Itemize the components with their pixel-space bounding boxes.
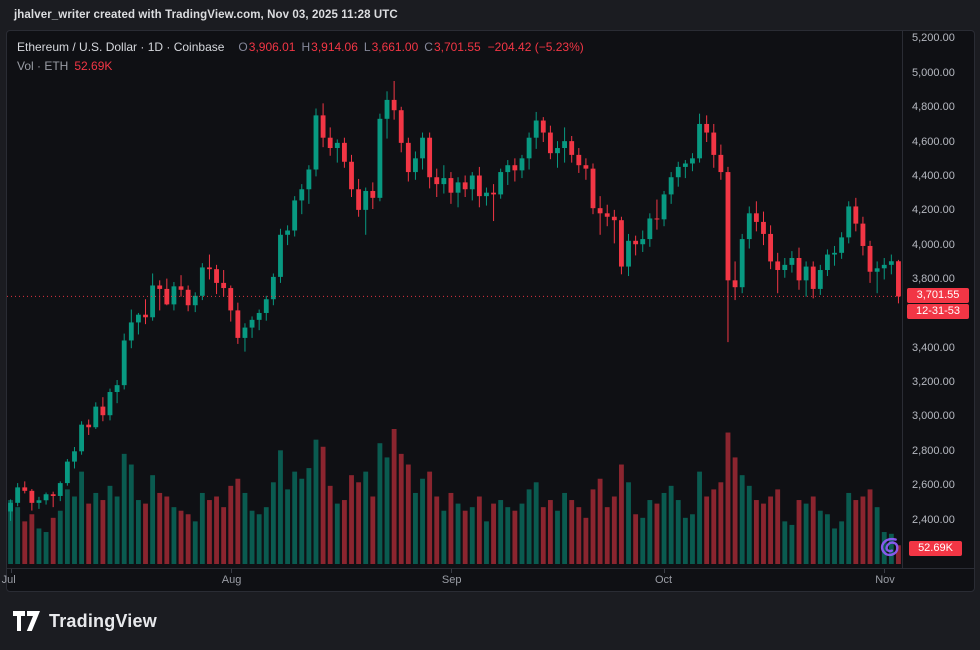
symbol-row[interactable]: Ethereum / U.S. Dollar · 1D · Coinbase O3… [17,38,584,57]
price-tick-label: 4,000.00 [912,238,955,251]
month-label: Aug [221,574,242,586]
price-tick-label: 3,400.00 [912,341,955,354]
price-tick-label: 4,200.00 [912,204,955,217]
price-tick-label: 4,400.00 [912,169,955,182]
high-value: 3,914.06 [311,40,358,54]
last-price-badge: 3,701.55 [907,288,969,304]
price-tick-label: 2,600.00 [912,479,955,492]
month-label: Nov [875,574,895,586]
low-key: L [363,40,371,54]
price-tick-label: 2,800.00 [912,444,955,457]
price-axis[interactable]: 3,701.55 12-31-53 52.69K 5,200.00 5,000.0… [902,31,974,569]
footer: TradingView [0,592,980,650]
month-label: Jul [1,574,16,586]
time-axis-tick [450,569,452,573]
symbol-title: Ethereum / U.S. Dollar · 1D · Coinbase [17,40,225,54]
time-axis-tick [664,569,665,573]
attribution-bar: jhalver_writer created with TradingView.… [0,0,980,29]
price-tick-label: 4,800.00 [912,101,955,114]
time-axis-tick [884,569,886,573]
time-axis-tick [10,569,12,573]
price-tick-label: 3,200.00 [912,376,955,389]
chart-frame: Ethereum / U.S. Dollar · 1D · Coinbase O3… [2,30,975,592]
month-label: Oct [655,574,673,586]
open-key: O [238,40,248,54]
volume-value: 52.69K [74,59,113,73]
chart-plot-area[interactable]: Ethereum / U.S. Dollar · 1D · Coinbase O3… [7,31,902,569]
price-tick-label: 3,800.00 [912,272,955,285]
price-tick-label: 5,200.00 [912,32,955,45]
price-tick-label: 5,000.00 [912,66,955,79]
high-key: H [301,40,311,54]
bar-countdown-badge: 12-31-53 [907,304,969,320]
change-value: −204.42 (−5.23%) [487,40,584,54]
price-tick-label: 4,600.00 [912,135,955,148]
close-key: C [424,40,433,54]
candlestick-chart[interactable] [7,31,902,569]
chart-legend[interactable]: Ethereum / U.S. Dollar · 1D · Coinbase O3… [17,38,584,76]
tradingview-logo-icon[interactable] [13,611,40,631]
scribble-icon [873,532,902,569]
volume-label: Vol · ETH [17,59,69,73]
time-axis-tick [230,569,232,573]
time-axis[interactable]: Jul Aug Sep Oct Nov [2,568,974,591]
price-tick-label: 2,400.00 [912,513,955,526]
month-label: Sep [441,574,462,586]
last-volume-badge: 52.69K [909,541,962,557]
tradingview-wordmark[interactable]: TradingView [49,610,157,631]
attribution-text: jhalver_writer created with TradingView.… [14,8,398,21]
open-value: 3,906.01 [248,40,296,54]
close-value: 3,701.55 [433,40,481,54]
price-tick-label: 3,000.00 [912,410,955,423]
low-value: 3,661.00 [371,40,419,54]
volume-row[interactable]: Vol · ETH 52.69K [17,57,584,76]
